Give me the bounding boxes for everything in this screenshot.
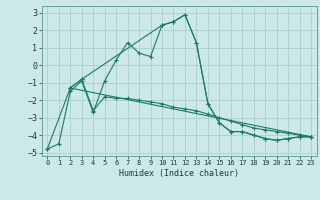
X-axis label: Humidex (Indice chaleur): Humidex (Indice chaleur) [119, 169, 239, 178]
